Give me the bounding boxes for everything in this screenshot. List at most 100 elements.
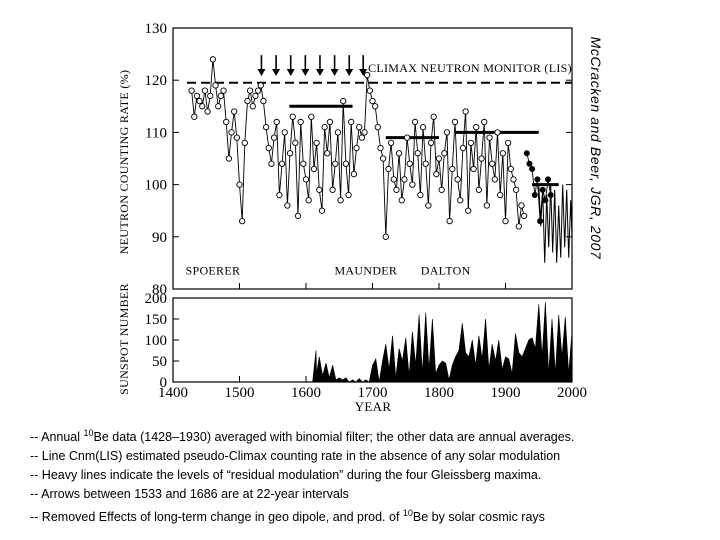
note-superscript: 10 bbox=[402, 508, 413, 519]
be10-data-point bbox=[518, 202, 525, 209]
be10-data-point bbox=[505, 139, 512, 146]
note-text: -- Annual bbox=[30, 430, 84, 445]
be10-data-point bbox=[305, 197, 312, 204]
be10-data-point bbox=[462, 108, 469, 115]
note-line: -- Arrows between 1533 and 1686 are at 2… bbox=[30, 485, 710, 504]
be10-data-point bbox=[427, 139, 435, 146]
arrow-head bbox=[345, 69, 354, 77]
be10-data-point bbox=[520, 212, 528, 220]
be10-data-point bbox=[231, 108, 238, 115]
note-text: -- Heavy lines indicate the levels of “r… bbox=[30, 468, 542, 483]
arrow-head bbox=[301, 69, 310, 77]
be10-data-point bbox=[438, 186, 445, 193]
be10-data-point bbox=[348, 118, 355, 126]
be10-data-point bbox=[244, 97, 251, 105]
arrow-head bbox=[272, 69, 281, 77]
neutron-y-tick-label: 100 bbox=[145, 178, 168, 194]
be10-data-point bbox=[459, 144, 467, 152]
arrow-head bbox=[359, 69, 368, 77]
be10-data-point bbox=[188, 87, 195, 94]
be10-data-point bbox=[446, 217, 453, 225]
sunspot-y-tick-label: 100 bbox=[145, 333, 168, 349]
year-tick-label: 1400 bbox=[158, 385, 188, 401]
be10-data-point bbox=[326, 118, 334, 126]
be10-data-point bbox=[268, 160, 275, 167]
be10-data-point bbox=[217, 92, 225, 100]
ionchamber-data-point bbox=[529, 165, 536, 172]
be10-data-point bbox=[443, 129, 451, 136]
be10-data-point bbox=[254, 87, 262, 94]
be10-data-point bbox=[281, 129, 288, 136]
be10-data-point bbox=[411, 118, 419, 126]
be10-data-point bbox=[332, 160, 339, 167]
be10-data-point bbox=[257, 82, 264, 89]
be10-data-point bbox=[318, 207, 326, 214]
be10-data-point bbox=[491, 176, 499, 183]
be10-data-point bbox=[313, 139, 320, 146]
be10-data-point bbox=[449, 165, 456, 173]
be10-data-point bbox=[289, 113, 296, 120]
neutron-y-tick-label: 110 bbox=[145, 125, 167, 141]
be10-data-point bbox=[475, 186, 483, 193]
neutron-rate-panel: NEUTRON COUNTING RATE (%) McCracken and … bbox=[117, 21, 604, 298]
be10-data-point bbox=[212, 82, 219, 89]
be10-data-point bbox=[204, 108, 211, 115]
be10-data-point bbox=[409, 181, 416, 188]
note-text: -- Arrows between 1533 and 1686 are at 2… bbox=[30, 487, 349, 502]
citation-text: McCracken and Beer, JGR, 2007 bbox=[588, 37, 604, 260]
note-text: -- Removed Effects of long-term change i… bbox=[30, 510, 403, 525]
year-tick-label: 1900 bbox=[491, 385, 521, 401]
be10-data-point bbox=[393, 186, 400, 193]
be10-data-point bbox=[467, 139, 475, 146]
be10-data-point bbox=[223, 118, 230, 126]
sunspot-area bbox=[312, 302, 573, 383]
be10-data-point bbox=[201, 87, 209, 94]
be10-data-point bbox=[236, 181, 243, 188]
be10-data-point bbox=[249, 103, 256, 110]
neutron-monitor-line bbox=[538, 184, 573, 263]
be10-data-point bbox=[486, 134, 493, 141]
year-tick-label: 1600 bbox=[291, 385, 321, 401]
be10-data-point bbox=[382, 233, 389, 240]
note-text: Be by solar cosmic rays bbox=[412, 510, 545, 525]
be10-data-point bbox=[457, 197, 464, 204]
note-text: -- Line Cnm(LIS) estimated pseudo-Climax… bbox=[30, 449, 561, 464]
note-superscript: 10 bbox=[83, 428, 94, 438]
be10-data-point bbox=[398, 197, 405, 204]
be10-data-point bbox=[294, 212, 302, 220]
be10-data-point bbox=[191, 113, 198, 120]
year-tick-label: 1500 bbox=[225, 385, 255, 401]
be10-data-point bbox=[481, 118, 488, 126]
ionchamber-data-point bbox=[545, 176, 552, 183]
be10-data-point bbox=[425, 202, 432, 209]
be10-data-point bbox=[414, 150, 421, 157]
be10-data-point bbox=[430, 113, 437, 120]
be10-data-point bbox=[199, 103, 206, 110]
arrow-head bbox=[330, 69, 339, 77]
year-tick-label: 2000 bbox=[557, 385, 587, 401]
be10-data-point bbox=[433, 171, 440, 178]
be10-data-point bbox=[342, 160, 350, 167]
neutron-rate-axis-label: NEUTRON COUNTING RATE (%) bbox=[117, 70, 131, 254]
be10-data-point bbox=[512, 186, 520, 193]
neutron-y-tick-label: 130 bbox=[145, 21, 168, 37]
be10-data-point bbox=[262, 124, 270, 131]
be10-data-point bbox=[215, 103, 222, 110]
be10-data-point bbox=[515, 223, 522, 230]
be10-data-point bbox=[369, 97, 376, 105]
be10-data-point bbox=[470, 165, 477, 173]
be10-data-point bbox=[225, 155, 233, 162]
be10-data-point bbox=[286, 150, 294, 157]
ionchamber-data-point bbox=[534, 176, 541, 183]
be10-data-point bbox=[209, 56, 217, 63]
arrow-head bbox=[315, 69, 324, 77]
be10-data-point bbox=[510, 176, 517, 183]
be10-data-point bbox=[302, 176, 310, 183]
be10-data-point bbox=[284, 202, 291, 209]
be10-data-point bbox=[387, 139, 395, 146]
be10-data-point bbox=[372, 103, 379, 110]
be10-data-point bbox=[276, 191, 283, 199]
neutron-y-tick-label: 80 bbox=[152, 282, 167, 298]
ionchamber-data-point bbox=[531, 192, 538, 199]
be10-data-point bbox=[292, 139, 299, 146]
